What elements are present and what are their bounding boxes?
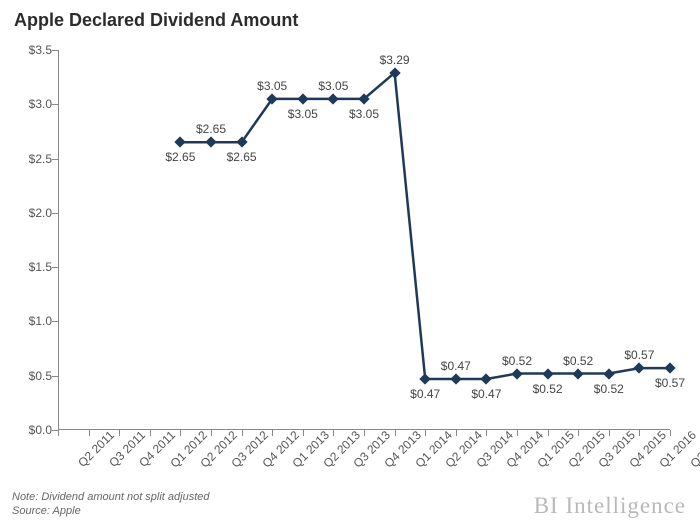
y-tick: [52, 376, 58, 377]
y-tick-label: $1.0: [14, 314, 52, 328]
data-label: $0.52: [502, 354, 532, 368]
y-tick-label: $2.5: [14, 152, 52, 166]
x-tick: [89, 430, 90, 436]
y-tick-label: $0.5: [14, 369, 52, 383]
data-label: $0.47: [410, 387, 440, 401]
chart-title: Apple Declared Dividend Amount: [14, 10, 298, 31]
y-tick: [52, 50, 58, 51]
data-label: $0.52: [594, 382, 624, 396]
y-tick: [52, 321, 58, 322]
x-tick: [180, 430, 181, 436]
x-tick: [456, 430, 457, 436]
x-tick: [58, 430, 59, 436]
y-tick: [52, 267, 58, 268]
x-tick: [395, 430, 396, 436]
data-label: $3.05: [349, 107, 379, 121]
x-tick: [670, 430, 671, 436]
x-tick: [517, 430, 518, 436]
x-tick: [364, 430, 365, 436]
x-tick: [242, 430, 243, 436]
x-tick: [150, 430, 151, 436]
data-label: $0.57: [624, 348, 654, 362]
data-label: $2.65: [227, 150, 257, 164]
data-label: $0.52: [533, 382, 563, 396]
x-tick: [578, 430, 579, 436]
data-label: $2.65: [165, 150, 195, 164]
y-tick-label: $3.0: [14, 97, 52, 111]
x-tick: [303, 430, 304, 436]
y-tick-label: $1.5: [14, 260, 52, 274]
data-label: $3.05: [318, 79, 348, 93]
x-tick: [639, 430, 640, 436]
x-tick: [486, 430, 487, 436]
data-label: $3.05: [288, 107, 318, 121]
y-tick-label: $3.5: [14, 43, 52, 57]
x-tick: [425, 430, 426, 436]
data-label: $3.29: [380, 53, 410, 67]
y-tick: [52, 159, 58, 160]
series-line: [180, 73, 670, 379]
x-tick: [609, 430, 610, 436]
source-line: Source: Apple: [12, 505, 81, 517]
data-label: $3.05: [257, 79, 287, 93]
brand-watermark: BI Intelligence: [534, 493, 686, 519]
x-tick: [333, 430, 334, 436]
y-tick-label: $0.0: [14, 423, 52, 437]
data-label: $0.47: [441, 359, 471, 373]
chart-container: Apple Declared Dividend Amount $0.0$0.5$…: [0, 0, 700, 525]
y-tick: [52, 104, 58, 105]
data-label: $2.65: [196, 122, 226, 136]
data-label: $0.47: [471, 387, 501, 401]
plot-area: $0.0$0.5$1.0$1.5$2.0$2.5$3.0$3.5Q2 2011Q…: [58, 50, 670, 430]
x-tick: [272, 430, 273, 436]
x-tick: [211, 430, 212, 436]
x-tick: [119, 430, 120, 436]
data-label: $0.52: [563, 354, 593, 368]
y-tick-label: $2.0: [14, 206, 52, 220]
x-tick: [548, 430, 549, 436]
footnote: Note: Dividend amount not split adjusted: [12, 491, 210, 503]
data-label: $0.57: [655, 376, 685, 390]
y-tick: [52, 213, 58, 214]
